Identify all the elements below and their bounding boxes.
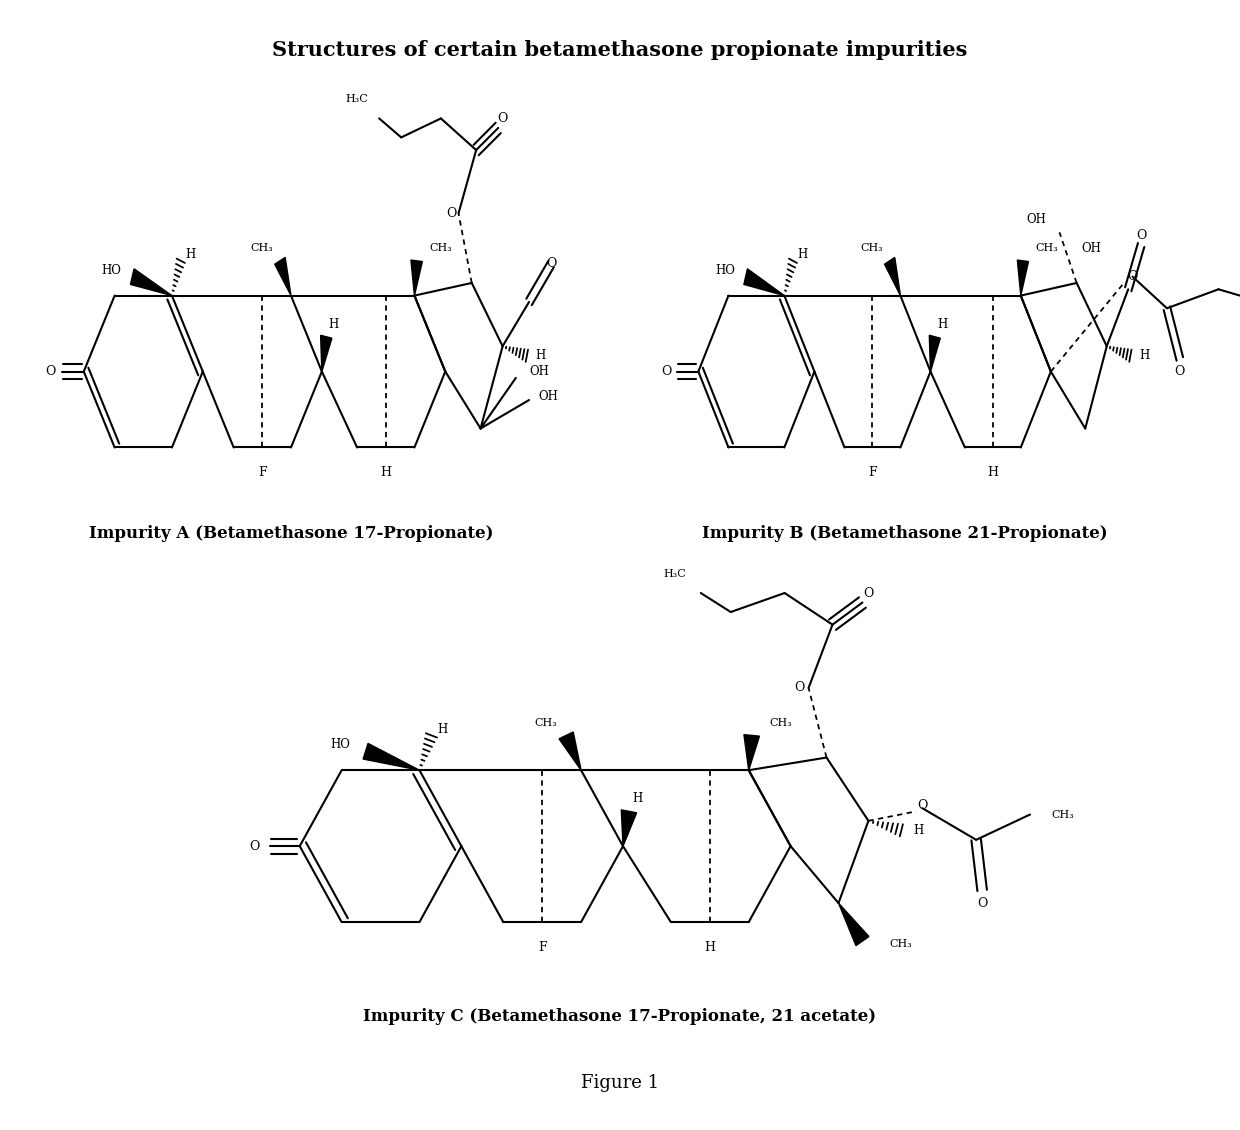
- Polygon shape: [838, 903, 869, 946]
- Polygon shape: [744, 734, 759, 771]
- Polygon shape: [884, 258, 900, 296]
- Text: O: O: [1127, 270, 1138, 284]
- Polygon shape: [929, 336, 940, 372]
- Text: H: H: [1140, 349, 1149, 363]
- Text: H: H: [914, 824, 924, 837]
- Polygon shape: [321, 336, 332, 372]
- Polygon shape: [1017, 260, 1028, 296]
- Text: H: H: [937, 318, 947, 331]
- Text: OH: OH: [1027, 214, 1047, 226]
- Text: CH₃: CH₃: [430, 243, 453, 253]
- Text: F: F: [538, 941, 547, 954]
- Polygon shape: [744, 269, 785, 296]
- Text: O: O: [918, 799, 928, 811]
- Polygon shape: [410, 260, 423, 296]
- Text: OH: OH: [1081, 242, 1101, 254]
- Text: Impurity A (Betamethasone 17-Propionate): Impurity A (Betamethasone 17-Propionate): [89, 525, 494, 542]
- Text: O: O: [446, 207, 458, 220]
- Text: HO: HO: [715, 263, 735, 277]
- Text: O: O: [1136, 229, 1146, 242]
- Text: HO: HO: [331, 738, 351, 751]
- Text: Impurity B (Betamethasone 21-Propionate): Impurity B (Betamethasone 21-Propionate): [702, 525, 1109, 542]
- Polygon shape: [621, 810, 636, 846]
- Text: CH₃: CH₃: [1035, 243, 1059, 253]
- Text: Impurity C (Betamethasone 17-Propionate, 21 acetate): Impurity C (Betamethasone 17-Propionate,…: [363, 1008, 877, 1025]
- Text: CH₃: CH₃: [861, 243, 883, 253]
- Text: CH₃: CH₃: [1052, 809, 1074, 819]
- Text: H: H: [536, 349, 546, 363]
- Text: O: O: [661, 365, 671, 379]
- Polygon shape: [130, 269, 172, 296]
- Text: OH: OH: [538, 390, 558, 403]
- Polygon shape: [559, 732, 582, 771]
- Text: O: O: [863, 586, 874, 600]
- Text: HO: HO: [102, 263, 122, 277]
- Polygon shape: [275, 258, 291, 296]
- Text: H: H: [185, 247, 196, 261]
- Text: CH₃: CH₃: [889, 939, 913, 949]
- Text: O: O: [249, 840, 260, 853]
- Text: O: O: [546, 258, 557, 270]
- Polygon shape: [363, 744, 419, 771]
- Text: F: F: [258, 467, 267, 479]
- Text: H: H: [987, 467, 998, 479]
- Text: H: H: [438, 722, 448, 736]
- Text: H: H: [704, 941, 715, 954]
- Text: Figure 1: Figure 1: [580, 1074, 660, 1092]
- Text: O: O: [795, 681, 805, 695]
- Text: O: O: [1174, 365, 1185, 379]
- Text: CH₃: CH₃: [770, 718, 792, 728]
- Text: O: O: [497, 112, 508, 125]
- Text: H: H: [329, 318, 339, 331]
- Text: OH: OH: [529, 365, 549, 379]
- Text: O: O: [46, 365, 56, 379]
- Text: H: H: [381, 467, 392, 479]
- Text: H: H: [797, 247, 807, 261]
- Text: H₃C: H₃C: [663, 570, 686, 579]
- Text: H₃C: H₃C: [346, 95, 368, 104]
- Text: O: O: [977, 896, 987, 910]
- Text: CH₃: CH₃: [250, 243, 273, 253]
- Text: Structures of certain betamethasone propionate impurities: Structures of certain betamethasone prop…: [273, 40, 967, 60]
- Text: CH₃: CH₃: [534, 718, 557, 728]
- Text: F: F: [868, 467, 877, 479]
- Text: H: H: [632, 792, 642, 806]
